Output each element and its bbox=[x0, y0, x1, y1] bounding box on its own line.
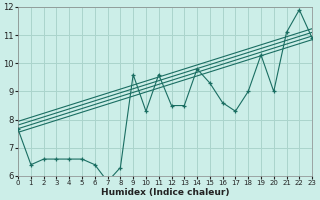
X-axis label: Humidex (Indice chaleur): Humidex (Indice chaleur) bbox=[101, 188, 229, 197]
